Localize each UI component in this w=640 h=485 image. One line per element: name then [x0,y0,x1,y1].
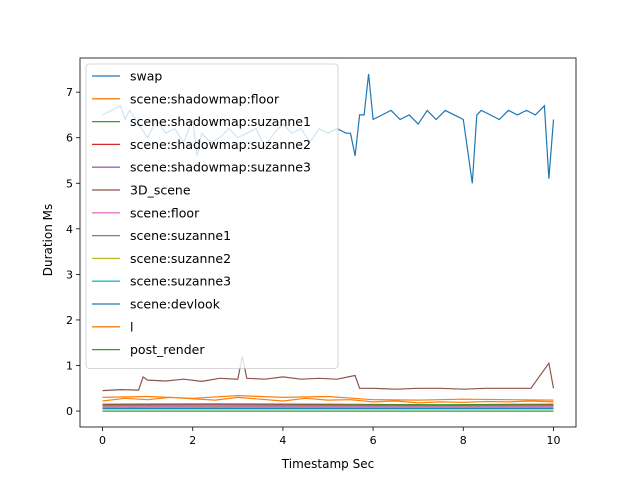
legend-label-6: scene:floor [130,205,200,220]
legend-label-10: scene:devlook [130,297,221,312]
x-tick-label: 6 [370,434,377,447]
y-tick-label: 2 [66,314,73,327]
y-tick-label: 0 [66,405,73,418]
x-tick-label: 2 [189,434,196,447]
x-axis-label: Timestamp Sec [281,457,374,471]
legend-label-8: scene:suzanne2 [130,251,231,266]
y-tick-label: 6 [66,132,73,145]
series-line-6 [103,406,554,407]
legend: swap scene:shadowmap:floor scene:shadowmap… [86,64,338,368]
y-tick-label: 4 [66,223,73,236]
x-tick-label: 4 [279,434,286,447]
legend-label-7: scene:suzanne1 [130,228,231,243]
legend-label-2: scene:shadowmap:suzanne1 [130,114,311,129]
legend-label-11: l [130,319,133,334]
legend-label-0: swap [130,69,162,84]
legend-box [86,64,338,368]
legend-label-9: scene:suzanne3 [130,274,231,289]
legend-label-1: scene:shadowmap:floor [130,91,280,106]
legend-label-3: scene:shadowmap:suzanne2 [130,137,311,152]
x-tick-label: 8 [460,434,467,447]
x-tick-label: 0 [99,434,106,447]
y-tick-label: 5 [66,177,73,190]
x-tick-label: 10 [546,434,560,447]
legend-label-12: post_render [130,342,205,357]
y-tick-label: 7 [66,86,73,99]
legend-label-5: 3D_scene [130,183,191,198]
y-axis-label: Duration Ms [41,204,55,277]
y-tick-label: 1 [66,360,73,373]
y-tick-label: 3 [66,268,73,281]
legend-label-4: scene:shadowmap:suzanne3 [130,160,311,175]
